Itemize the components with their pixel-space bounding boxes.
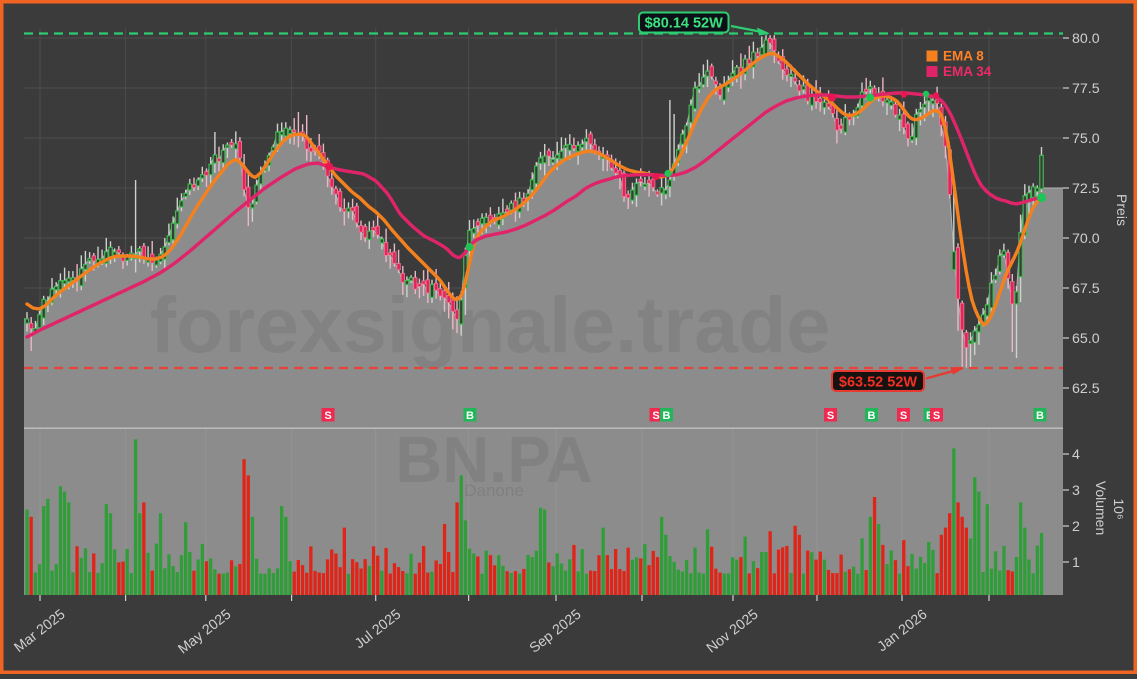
svg-text:B: B [663,410,671,422]
svg-text:EMA 34: EMA 34 [943,64,992,79]
svg-text:62.5: 62.5 [1072,381,1100,397]
svg-text:75.0: 75.0 [1072,131,1100,147]
svg-text:S: S [900,410,907,422]
svg-text:4: 4 [1072,447,1080,463]
svg-text:72.5: 72.5 [1072,181,1100,197]
svg-text:S: S [652,410,659,422]
svg-text:S: S [324,410,331,422]
svg-text:S: S [933,410,940,422]
svg-text:B: B [868,410,876,422]
svg-text:3: 3 [1072,483,1080,499]
svg-text:1: 1 [1072,555,1080,571]
svg-text:67.5: 67.5 [1072,281,1100,297]
svg-text:Volumen: Volumen [1093,481,1109,535]
svg-text:B: B [466,410,474,422]
svg-text:77.5: 77.5 [1072,81,1100,97]
svg-text:Preis: Preis [1114,194,1130,226]
svg-text:70.0: 70.0 [1072,231,1100,247]
svg-text:BN.PA: BN.PA [395,423,592,496]
svg-text:EMA 8: EMA 8 [943,49,984,64]
svg-text:80.0: 80.0 [1072,31,1100,47]
svg-text:10⁶: 10⁶ [1111,498,1127,519]
svg-text:S: S [827,410,834,422]
svg-text:2: 2 [1072,519,1080,535]
svg-text:Danone: Danone [464,481,524,500]
svg-text:B: B [1036,410,1044,422]
svg-text:$63.52 52W: $63.52 52W [839,375,918,391]
svg-text:forexsignale.trade: forexsignale.trade [150,280,831,369]
svg-text:65.0: 65.0 [1072,331,1100,347]
svg-text:$80.14 52W: $80.14 52W [645,16,724,32]
